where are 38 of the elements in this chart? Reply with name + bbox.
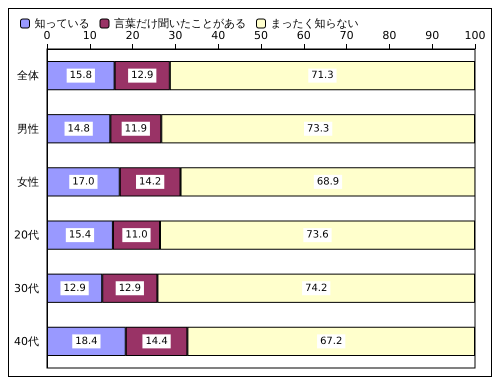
x-tick-label: 90 <box>425 29 440 42</box>
x-tick-label: 0 <box>44 29 50 42</box>
x-tick-label: 100 <box>464 29 486 42</box>
data-label: 12.9 <box>63 282 86 294</box>
data-label: 15.4 <box>68 230 92 241</box>
y-tick-label: 全体 <box>17 69 39 82</box>
data-label: 14.8 <box>68 123 90 134</box>
data-label: 15.8 <box>70 70 92 82</box>
data-label: 17.0 <box>72 176 95 188</box>
x-tick-label: 80 <box>382 29 396 42</box>
data-label: 67.2 <box>320 336 342 347</box>
legend-label: 知っている <box>34 17 90 30</box>
data-label: 11.0 <box>125 230 148 241</box>
x-tick-label: 60 <box>296 29 311 42</box>
legend-label: 言葉だけ聞いたことがある <box>114 17 246 30</box>
x-tick-label: 50 <box>254 29 268 42</box>
x-tick-label: 20 <box>126 29 140 42</box>
data-label: 11.9 <box>124 123 147 134</box>
x-tick-label: 10 <box>82 29 97 42</box>
data-label: 73.3 <box>307 123 330 134</box>
y-tick-label: 20代 <box>14 228 39 242</box>
data-label: 14.2 <box>139 176 162 188</box>
x-tick-label: 40 <box>211 29 226 42</box>
data-label: 74.2 <box>305 282 328 294</box>
data-label: 12.9 <box>118 282 141 294</box>
x-tick-label: 30 <box>168 29 182 42</box>
y-tick-label: 40代 <box>14 334 39 348</box>
data-label: 71.3 <box>311 70 334 82</box>
data-label: 14.4 <box>145 336 168 347</box>
y-tick-label: 女性 <box>17 175 39 188</box>
data-label: 18.4 <box>75 336 98 347</box>
x-tick-label: 70 <box>340 29 354 42</box>
y-tick-label: 男性 <box>17 122 39 136</box>
data-label: 73.6 <box>306 230 329 241</box>
legend-label: まったく知らない <box>270 17 358 30</box>
data-label: 68.9 <box>316 176 340 188</box>
data-label: 12.9 <box>131 70 154 82</box>
y-tick-label: 30代 <box>14 282 39 295</box>
